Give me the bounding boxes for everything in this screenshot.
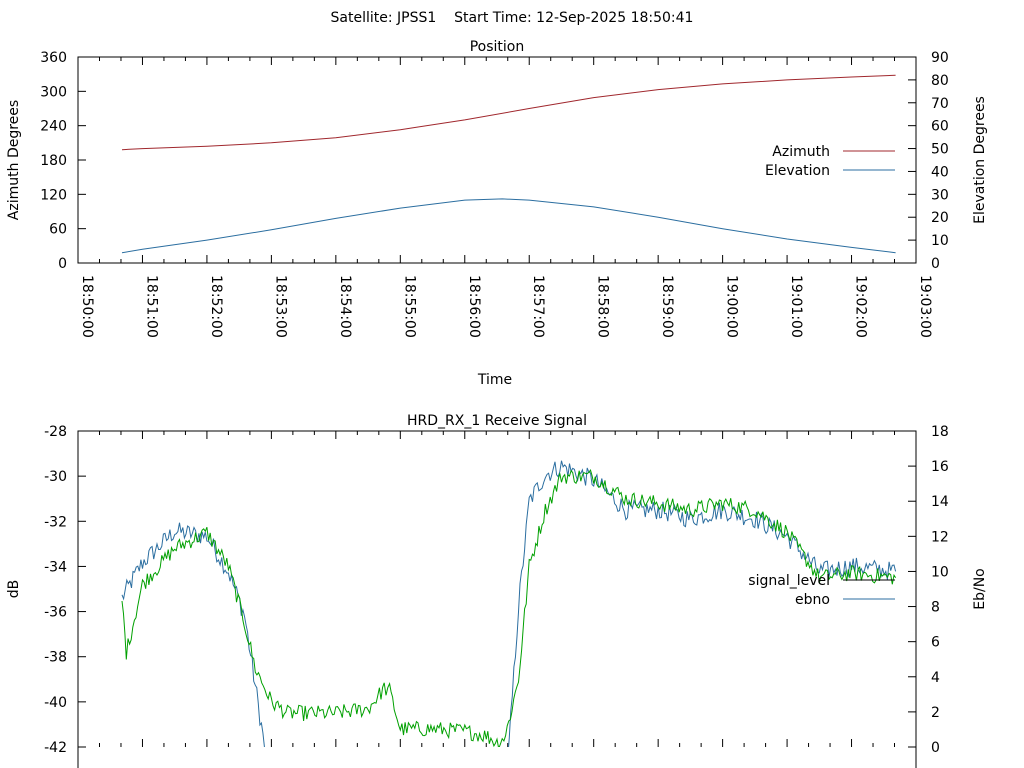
y-tick-label: 180 (40, 153, 67, 169)
x-tick-label: 19:01:00 (788, 275, 804, 338)
position-y2-axis-label: Elevation Degrees (972, 96, 988, 224)
x-tick-label: 18:58:00 (595, 275, 611, 338)
y2-tick-label: 10 (931, 564, 949, 580)
y-tick-label: 60 (49, 222, 67, 238)
position-series-lines (121, 74, 896, 254)
x-tick-label: 18:59:00 (659, 275, 675, 338)
y2-tick-label: 20 (931, 210, 949, 226)
y-tick-label: -30 (44, 469, 67, 485)
y2-tick-label: 70 (931, 96, 949, 112)
x-tick-label: 18:52:00 (208, 275, 224, 338)
y-tick-label: -36 (44, 605, 67, 621)
y2-tick-label: 50 (931, 142, 949, 158)
y2-tick-label: 90 (931, 50, 949, 66)
signal-chart-title: HRD_RX_1 Receive Signal (407, 413, 587, 429)
series-line-elevation (121, 198, 896, 254)
y-tick-label: 300 (40, 84, 67, 100)
x-tick-label: 18:53:00 (272, 275, 288, 338)
legend-label-ebno: ebno (795, 592, 830, 608)
position-chart-title: Position (470, 39, 525, 55)
signal-y2-tick-labels: 0 2 4 6 8 10 12 14 16 18 (931, 424, 949, 756)
y2-tick-label: 12 (931, 529, 949, 545)
y-tick-label: 0 (58, 256, 67, 272)
x-tick-label: 18:57:00 (530, 275, 546, 338)
y2-tick-label: 0 (931, 740, 940, 756)
signal-tick-marks (77, 430, 917, 748)
y2-tick-label: 8 (931, 600, 940, 616)
y-tick-label: 120 (40, 187, 67, 203)
x-tick-label: 19:00:00 (724, 275, 740, 338)
position-tick-marks (77, 56, 917, 264)
y-tick-label: 240 (40, 119, 67, 135)
position-x-axis-label: Time (477, 372, 512, 388)
legend-label-azimuth: Azimuth (772, 144, 830, 160)
y2-tick-label: 4 (931, 670, 940, 686)
series-line-signal-trace (121, 468, 897, 747)
y-tick-label: -40 (44, 695, 67, 711)
y2-tick-label: 14 (931, 494, 949, 510)
position-y-axis-label: Azimuth Degrees (6, 100, 22, 220)
y2-tick-label: 6 (931, 635, 940, 651)
y-tick-label: -38 (44, 650, 67, 666)
x-tick-label: 18:56:00 (466, 275, 482, 338)
y2-tick-label: 60 (931, 119, 949, 135)
signal-plot-frame (77, 430, 917, 768)
x-tick-label: 19:03:00 (917, 275, 933, 338)
x-tick-label: 18:51:00 (143, 275, 159, 338)
x-tick-label: 18:55:00 (401, 275, 417, 338)
signal-y-axis-label: dB (6, 580, 22, 599)
x-tick-label: 18:54:00 (337, 275, 353, 338)
y2-tick-label: 30 (931, 187, 949, 203)
signal-y2-axis-label: Eb/No (972, 568, 988, 610)
position-chart: Position 0 60 120 180 240 300 360 0 10 20 30 40 50 6… (6, 39, 988, 388)
x-tick-label: 19:02:00 (853, 275, 869, 338)
position-y2-tick-labels: 0 10 20 30 40 50 60 70 80 90 (931, 50, 949, 272)
position-plot-frame (77, 56, 917, 264)
position-y-tick-labels: 0 60 120 180 240 300 360 (40, 50, 67, 272)
position-x-tick-labels: 18:50:00 18:51:00 18:52:00 18:53:00 18:54:00… (79, 275, 933, 338)
position-legend: Azimuth Elevation (765, 144, 895, 179)
signal-chart: HRD_RX_1 Receive Signal -42-40-38-36-34-… (6, 413, 988, 768)
y-tick-label: -28 (44, 424, 67, 440)
y2-tick-label: 40 (931, 164, 949, 180)
y2-tick-label: 16 (931, 459, 949, 475)
y2-tick-label: 18 (931, 424, 949, 440)
chart-header-title: Satellite: JPSS1 Start Time: 12-Sep-2025… (331, 10, 694, 26)
y2-tick-label: 0 (931, 256, 940, 272)
y-tick-label: -42 (44, 740, 67, 756)
series-line-azimuth (121, 74, 896, 151)
y-tick-label: 360 (40, 50, 67, 66)
signal-series-lines (121, 460, 897, 747)
y-tick-label: -32 (44, 514, 67, 530)
legend-label-elevation: Elevation (765, 163, 830, 179)
y2-tick-label: 2 (931, 705, 940, 721)
series-line-ebno (121, 460, 897, 747)
y2-tick-label: 10 (931, 233, 949, 249)
y2-tick-label: 80 (931, 73, 949, 89)
signal-y-tick-labels: -42 -40 -38 -36 -34 -32 -30 -28 (44, 424, 67, 756)
y-tick-label: -34 (44, 559, 67, 575)
x-tick-label: 18:50:00 (79, 275, 95, 338)
legend-label-signal-level: signal_level (748, 573, 830, 589)
signal-legend: signal_level ebno (748, 573, 895, 608)
